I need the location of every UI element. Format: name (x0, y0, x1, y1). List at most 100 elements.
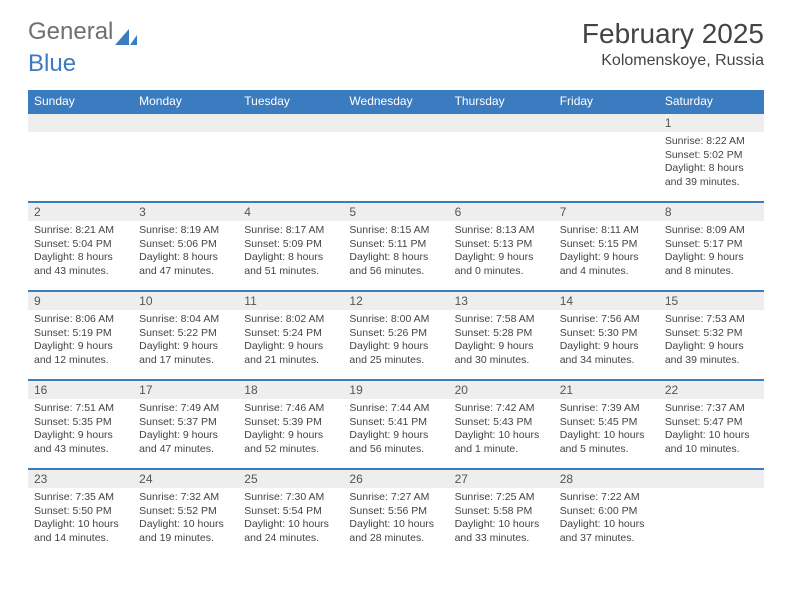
day-cell (343, 132, 448, 202)
weekday-header: Tuesday (238, 90, 343, 113)
week-row: Sunrise: 7:35 AMSunset: 5:50 PMDaylight:… (28, 488, 764, 558)
daylight-text: Daylight: 9 hours and 4 minutes. (560, 251, 653, 278)
daylight-text: Daylight: 9 hours and 21 minutes. (244, 340, 337, 367)
day-cell: Sunrise: 7:58 AMSunset: 5:28 PMDaylight:… (449, 310, 554, 380)
day-info: Sunrise: 7:27 AMSunset: 5:56 PMDaylight:… (343, 488, 448, 552)
sunset-text: Sunset: 5:06 PM (139, 238, 232, 252)
sunset-text: Sunset: 5:56 PM (349, 505, 442, 519)
sunset-text: Sunset: 5:43 PM (455, 416, 548, 430)
daylight-text: Daylight: 9 hours and 17 minutes. (139, 340, 232, 367)
day-cell: Sunrise: 7:30 AMSunset: 5:54 PMDaylight:… (238, 488, 343, 558)
day-info: Sunrise: 8:15 AMSunset: 5:11 PMDaylight:… (343, 221, 448, 285)
sunset-text: Sunset: 5:04 PM (34, 238, 127, 252)
daylight-text: Daylight: 9 hours and 30 minutes. (455, 340, 548, 367)
logo-sail-icon (115, 24, 137, 40)
day-info: Sunrise: 8:22 AMSunset: 5:02 PMDaylight:… (659, 132, 764, 196)
sunset-text: Sunset: 6:00 PM (560, 505, 653, 519)
daylight-text: Daylight: 10 hours and 10 minutes. (665, 429, 758, 456)
day-cell: Sunrise: 8:02 AMSunset: 5:24 PMDaylight:… (238, 310, 343, 380)
sunset-text: Sunset: 5:58 PM (455, 505, 548, 519)
day-info: Sunrise: 7:25 AMSunset: 5:58 PMDaylight:… (449, 488, 554, 552)
day-number: 5 (343, 203, 448, 221)
weekday-header: Monday (133, 90, 238, 113)
sunset-text: Sunset: 5:17 PM (665, 238, 758, 252)
day-number: 21 (554, 381, 659, 399)
week-row: Sunrise: 8:21 AMSunset: 5:04 PM Daylight:… (28, 221, 764, 291)
daylight-text: Daylight: 9 hours and 56 minutes. (349, 429, 442, 456)
daylight-text: Daylight: 8 hours and 56 minutes. (349, 251, 442, 278)
sunset-text: Sunset: 5:15 PM (560, 238, 653, 252)
day-info: Sunrise: 8:21 AMSunset: 5:04 PMDaylight:… (28, 221, 133, 285)
day-cell (238, 132, 343, 202)
sunset-text: Sunset: 5:52 PM (139, 505, 232, 519)
sunrise-text: Sunrise: 8:15 AM (349, 224, 442, 238)
weekday-header: Wednesday (343, 90, 448, 113)
day-cell (133, 132, 238, 202)
sunrise-text: Sunrise: 7:25 AM (455, 491, 548, 505)
day-number: 2 (28, 203, 133, 221)
weekday-header: Sunday (28, 90, 133, 113)
day-info: Sunrise: 7:56 AMSunset: 5:30 PMDaylight:… (554, 310, 659, 374)
day-number (449, 114, 554, 132)
day-info: Sunrise: 7:30 AMSunset: 5:54 PMDaylight:… (238, 488, 343, 552)
day-cell: Sunrise: 8:21 AMSunset: 5:04 PMDaylight:… (28, 221, 133, 291)
sunset-text: Sunset: 5:24 PM (244, 327, 337, 341)
sunrise-text: Sunrise: 7:32 AM (139, 491, 232, 505)
day-info: Sunrise: 7:37 AMSunset: 5:47 PMDaylight:… (659, 399, 764, 463)
day-cell: Sunrise: 8:17 AMSunset: 5:09 PMDaylight:… (238, 221, 343, 291)
sunrise-text: Sunrise: 7:27 AM (349, 491, 442, 505)
sunrise-text: Sunrise: 7:51 AM (34, 402, 127, 416)
day-cell: Sunrise: 8:15 AMSunset: 5:11 PMDaylight:… (343, 221, 448, 291)
title-month: February 2025 (582, 18, 764, 50)
day-info: Sunrise: 7:49 AMSunset: 5:37 PMDaylight:… (133, 399, 238, 463)
daylight-text: Daylight: 9 hours and 34 minutes. (560, 340, 653, 367)
sunrise-text: Sunrise: 8:21 AM (34, 224, 127, 238)
week-row: Sunrise: 7:51 AMSunset: 5:35 PMDaylight:… (28, 399, 764, 469)
day-number: 23 (28, 470, 133, 488)
sunset-text: Sunset: 5:32 PM (665, 327, 758, 341)
sunrise-text: Sunrise: 8:11 AM (560, 224, 653, 238)
day-cell: Sunrise: 7:56 AMSunset: 5:30 PMDaylight:… (554, 310, 659, 380)
day-cell (659, 488, 764, 558)
daylight-text: Daylight: 10 hours and 5 minutes. (560, 429, 653, 456)
sunset-text: Sunset: 5:50 PM (34, 505, 127, 519)
sunrise-text: Sunrise: 7:46 AM (244, 402, 337, 416)
sunrise-text: Sunrise: 7:53 AM (665, 313, 758, 327)
daylight-text: Daylight: 9 hours and 25 minutes. (349, 340, 442, 367)
sunrise-text: Sunrise: 7:49 AM (139, 402, 232, 416)
day-info: Sunrise: 8:02 AMSunset: 5:24 PMDaylight:… (238, 310, 343, 374)
weekday-header: Saturday (659, 90, 764, 113)
day-info: Sunrise: 8:06 AMSunset: 5:19 PMDaylight:… (28, 310, 133, 374)
sunrise-text: Sunrise: 7:35 AM (34, 491, 127, 505)
day-number: 24 (133, 470, 238, 488)
day-number: 9 (28, 292, 133, 310)
week-row: Sunrise: 8:22 AMSunset: 5:02 PMDaylight:… (28, 132, 764, 202)
daylight-text: Daylight: 9 hours and 12 minutes. (34, 340, 127, 367)
daylight-text: Daylight: 10 hours and 19 minutes. (139, 518, 232, 545)
sunrise-text: Sunrise: 8:22 AM (665, 135, 758, 149)
daylight-text: Daylight: 8 hours and 47 minutes. (139, 251, 232, 278)
day-number (238, 114, 343, 132)
day-cell: Sunrise: 8:04 AMSunset: 5:22 PMDaylight:… (133, 310, 238, 380)
day-number (28, 114, 133, 132)
daynum-row: 1 (28, 113, 764, 132)
day-number: 3 (133, 203, 238, 221)
daylight-text: Daylight: 10 hours and 37 minutes. (560, 518, 653, 545)
day-cell: Sunrise: 7:51 AMSunset: 5:35 PMDaylight:… (28, 399, 133, 469)
daylight-text: Daylight: 9 hours and 39 minutes. (665, 340, 758, 367)
day-info: Sunrise: 8:04 AMSunset: 5:22 PMDaylight:… (133, 310, 238, 374)
sunrise-text: Sunrise: 7:30 AM (244, 491, 337, 505)
sunrise-text: Sunrise: 7:44 AM (349, 402, 442, 416)
day-cell: Sunrise: 8:00 AMSunset: 5:26 PMDaylight:… (343, 310, 448, 380)
day-number: 16 (28, 381, 133, 399)
day-info: Sunrise: 8:00 AMSunset: 5:26 PMDaylight:… (343, 310, 448, 374)
day-cell: Sunrise: 8:22 AMSunset: 5:02 PMDaylight:… (659, 132, 764, 202)
sunrise-text: Sunrise: 7:37 AM (665, 402, 758, 416)
daylight-text: Daylight: 10 hours and 14 minutes. (34, 518, 127, 545)
logo-text-blue: Blue (28, 50, 764, 78)
day-number: 22 (659, 381, 764, 399)
sunrise-text: Sunrise: 8:09 AM (665, 224, 758, 238)
sunrise-text: Sunrise: 7:56 AM (560, 313, 653, 327)
sunset-text: Sunset: 5:30 PM (560, 327, 653, 341)
sunset-text: Sunset: 5:09 PM (244, 238, 337, 252)
